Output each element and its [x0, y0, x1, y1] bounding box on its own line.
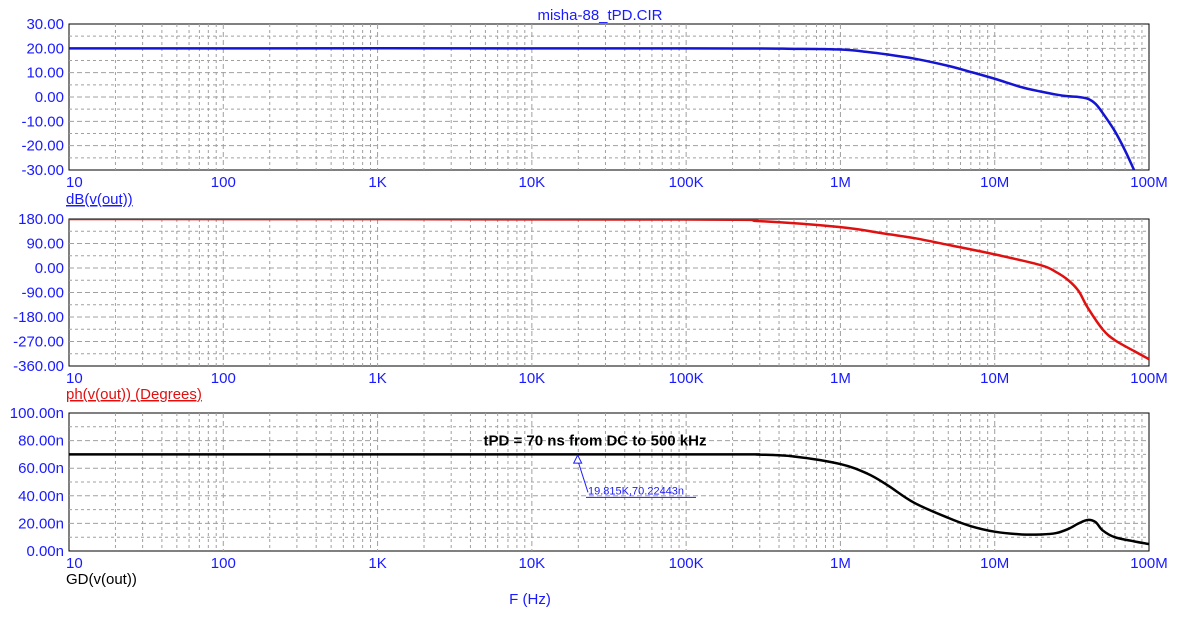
- phase-x-tick-label: 100: [211, 370, 236, 387]
- magnitude-x-tick-label: 1K: [368, 174, 386, 191]
- group-delay-x-tick-label: 10M: [980, 555, 1009, 572]
- group-delay-y-tick-label: 40.00n: [18, 488, 64, 505]
- magnitude-x-tick-label: 100: [211, 174, 236, 191]
- group-delay-x-tick-label: 1M: [830, 555, 851, 572]
- magnitude-y-axis-label: dB(v(out)): [66, 191, 133, 208]
- magnitude-y-tick-label: -30.00: [21, 162, 64, 179]
- phase-y-tick-label: 180.00: [18, 211, 64, 228]
- group-delay-y-axis-label: GD(v(out)): [66, 571, 137, 588]
- phase-panel: 180.00 90.00 0.00 -90.00 -180.00 -270.00 -360.…: [13, 211, 1168, 403]
- tpd-annotation: tPD = 70 ns from DC to 500 kHz: [484, 433, 707, 450]
- magnitude-x-tick-label: 100K: [669, 174, 704, 191]
- cursor-leader-line: [577, 459, 589, 493]
- magnitude-x-tick-label: 10: [66, 174, 83, 191]
- magnitude-y-tick-label: 20.00: [26, 40, 64, 57]
- x-axis-label: F (Hz): [509, 591, 551, 608]
- magnitude-y-tick-label: -20.00: [21, 138, 64, 155]
- group-delay-x-tick-label: 100M: [1130, 555, 1168, 572]
- phase-x-tick-label: 10K: [519, 370, 546, 387]
- group-delay-y-tick-label: 0.00n: [26, 543, 64, 560]
- magnitude-x-tick-label: 1M: [830, 174, 851, 191]
- phase-y-tick-label: -90.00: [21, 285, 64, 302]
- phase-x-tick-label: 10: [66, 370, 83, 387]
- phase-x-tick-label: 100M: [1130, 370, 1168, 387]
- phase-series-line: [69, 219, 1149, 361]
- magnitude-y-tick-label: 10.00: [26, 65, 64, 82]
- phase-y-tick-label: -360.00: [13, 358, 64, 375]
- group-delay-y-tick-label: 100.00n: [10, 405, 64, 422]
- plot-title: misha-88_tPD.CIR: [537, 7, 662, 24]
- phase-y-tick-label: 90.00: [26, 236, 64, 253]
- phase-x-tick-label: 1M: [830, 370, 851, 387]
- magnitude-x-tick-label: 10K: [519, 174, 546, 191]
- group-delay-y-tick-label: 60.00n: [18, 460, 64, 477]
- phase-y-tick-label: 0.00: [35, 260, 64, 277]
- phase-x-tick-label: 1K: [368, 370, 386, 387]
- group-delay-x-tick-label: 1K: [368, 555, 386, 572]
- group-delay-y-tick-label: 80.00n: [18, 433, 64, 450]
- group-delay-x-tick-label: 10K: [519, 555, 546, 572]
- group-delay-x-tick-label: 10: [66, 555, 83, 572]
- group-delay-series-line: [69, 453, 1149, 546]
- magnitude-y-tick-label: 0.00: [35, 89, 64, 106]
- group-delay-y-tick-label: 20.00n: [18, 515, 64, 532]
- phase-y-tick-label: -180.00: [13, 309, 64, 326]
- magnitude-series-line: [69, 47, 1136, 170]
- group-delay-x-tick-label: 100K: [669, 555, 704, 572]
- magnitude-x-tick-label: 10M: [980, 174, 1009, 191]
- phase-x-tick-label: 100K: [669, 370, 704, 387]
- cursor-arrow-icon: [572, 453, 583, 464]
- phase-y-tick-label: -270.00: [13, 334, 64, 351]
- magnitude-y-tick-label: -10.00: [21, 113, 64, 130]
- magnitude-y-tick-label: 30.00: [26, 16, 64, 33]
- phase-x-tick-label: 10M: [980, 370, 1009, 387]
- cursor-readout: 19.815K,70.22443n: [588, 485, 684, 497]
- magnitude-x-tick-label: 100M: [1130, 174, 1168, 191]
- group-delay-x-tick-label: 100: [211, 555, 236, 572]
- phase-y-axis-label: ph(v(out)) (Degrees): [66, 386, 202, 403]
